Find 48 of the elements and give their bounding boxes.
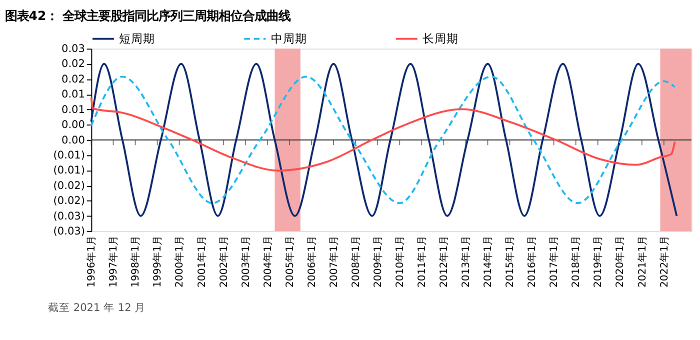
- line-series: [90, 76, 676, 204]
- y-tick-label: 0.03: [61, 43, 85, 56]
- x-tick-label: 2008年1月: [350, 235, 362, 288]
- y-tick-label: (0.01): [53, 149, 85, 162]
- x-tick-label: 2009年1月: [372, 235, 384, 288]
- y-tick-label: 0.00: [61, 134, 86, 146]
- line-series: [90, 96, 676, 172]
- x-tick-label: 2019年1月: [592, 235, 604, 288]
- x-tick-label: 2007年1月: [328, 235, 340, 288]
- line-series: [90, 62, 678, 217]
- x-tick-label: 2010年1月: [394, 235, 406, 288]
- x-tick-label: 1996年1月: [86, 235, 98, 288]
- x-tick-label: 2001年1月: [196, 235, 208, 288]
- x-tick-label: 2016年1月: [526, 235, 538, 288]
- y-tick-label: 0.02: [61, 58, 85, 70]
- text: 截至 2021 年 12 月: [48, 300, 146, 314]
- x-tick-label: 2020年1月: [614, 235, 626, 288]
- x-tick-label: 1999年1月: [152, 235, 164, 288]
- x-tick-label: 2005年1月: [284, 235, 296, 288]
- legend-label: 短周期: [119, 32, 156, 46]
- y-tick-label: 0.01: [61, 88, 85, 101]
- legend-label: 中周期: [270, 32, 307, 46]
- x-tick-label: 2011年1月: [416, 235, 428, 288]
- y-tick-label: (0.03): [53, 225, 85, 238]
- x-tick-label: 2013年1月: [460, 235, 472, 288]
- y-tick-label: 0.01: [61, 104, 85, 116]
- x-tick-label: 2015年1月: [504, 235, 516, 288]
- x-tick-label: 2022年1月: [658, 235, 670, 288]
- x-tick-label: 2004年1月: [262, 235, 274, 288]
- x-tick-label: 2003年1月: [240, 235, 252, 288]
- x-tick-label: 2017年1月: [548, 235, 560, 288]
- x-tick-label: 2000年1月: [174, 235, 186, 288]
- x-tick-label: 2018年1月: [570, 235, 582, 288]
- legend-label: 长周期: [422, 32, 458, 46]
- chart-title: 图表42： 全球主要股指同比序列三周期相位合成曲线: [4, 8, 291, 23]
- y-tick-label: (0.01): [53, 164, 85, 177]
- x-tick-label: 2002年1月: [218, 235, 230, 288]
- x-tick-label: 2006年1月: [306, 235, 318, 288]
- x-tick-label: 2021年1月: [636, 235, 648, 288]
- y-tick-label: (0.02): [53, 180, 85, 192]
- y-tick-label: (0.03): [53, 210, 85, 222]
- y-tick-label: (0.02): [53, 195, 85, 208]
- y-tick-label: 0.02: [61, 73, 85, 86]
- x-tick-label: 1998年1月: [130, 235, 142, 288]
- y-tick-label: 0.00: [61, 119, 86, 132]
- x-tick-label: 2014年1月: [482, 235, 494, 288]
- x-tick-label: 1997年1月: [108, 235, 120, 288]
- x-tick-label: 2012年1月: [438, 235, 450, 288]
